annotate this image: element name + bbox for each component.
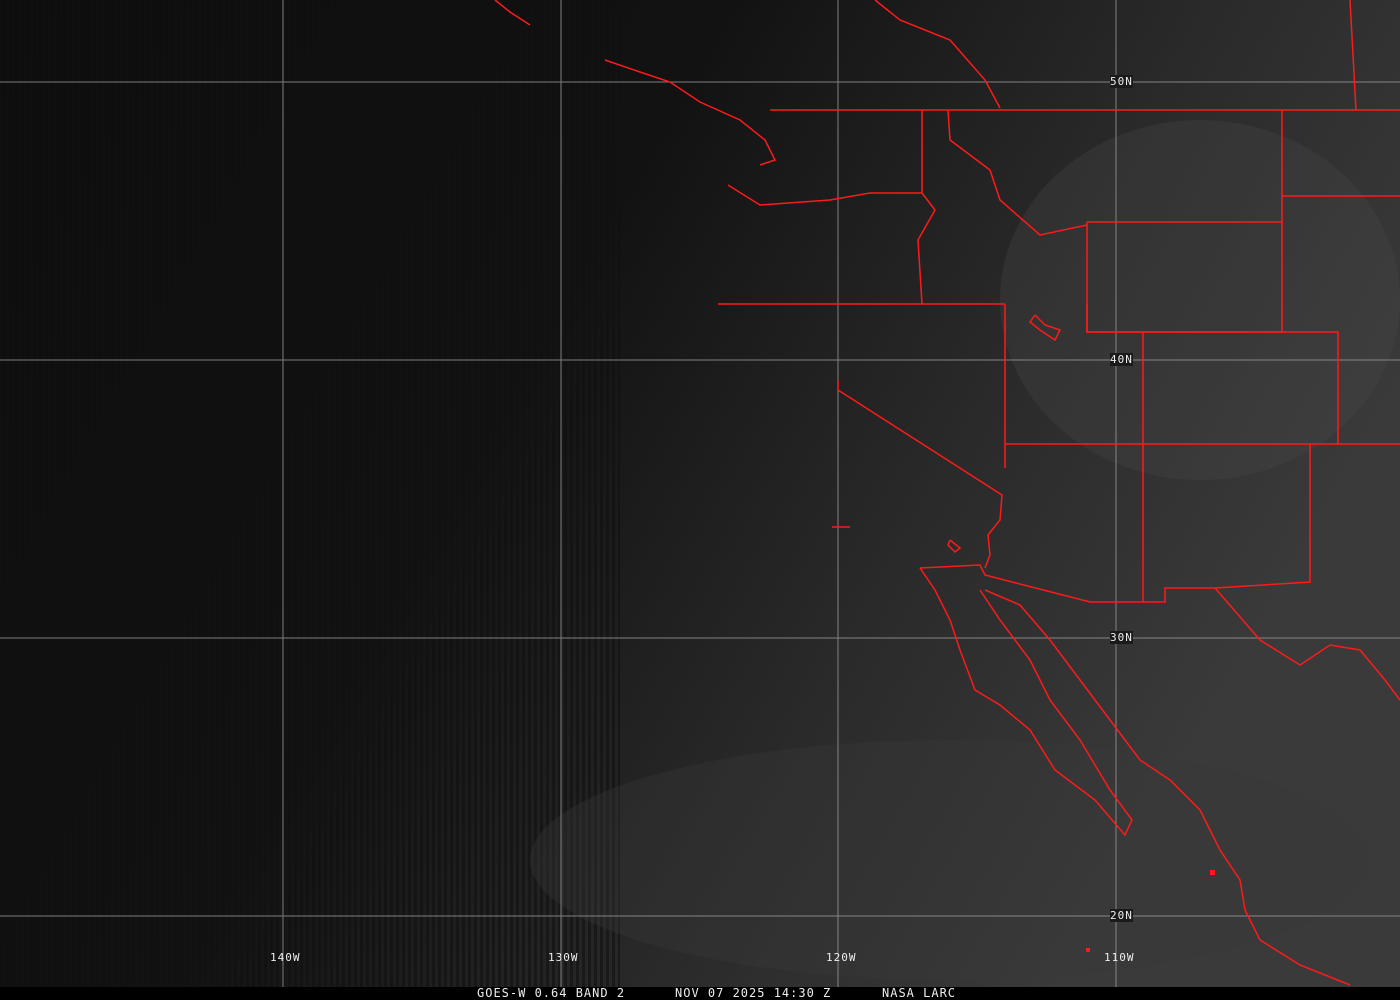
- caption-datetime: NOV 07 2025 14:30 Z: [675, 986, 832, 1000]
- lon-label-130w: 130W: [548, 951, 579, 964]
- caption-product: GOES-W 0.64 BAND 2: [477, 986, 626, 1000]
- caption-source: NASA LARC: [882, 986, 957, 1000]
- border-utah: [1086, 304, 1144, 602]
- lon-label-110w: 110W: [1104, 951, 1135, 964]
- coastline-baja: [919, 567, 1133, 837]
- political-borders: [494, 0, 1400, 986]
- lat-label-40n: 40N: [1110, 353, 1133, 366]
- lat-label-50n: 50N: [1110, 75, 1133, 88]
- coastline-pacific: [494, 0, 531, 26]
- great-salt-lake: [1028, 314, 1062, 342]
- border-wa-or: [727, 184, 922, 206]
- border-new-mexico-east: [1214, 444, 1311, 589]
- border-idaho-west: [917, 110, 936, 305]
- coastline-mexico: [984, 589, 1351, 986]
- cloud-field: [530, 740, 1370, 980]
- hotspot-marker: [1086, 948, 1090, 952]
- border-colorado: [1143, 331, 1339, 444]
- salton-sea: [947, 539, 962, 554]
- border-ca-nv: [837, 380, 1003, 569]
- lat-label-30n: 30N: [1110, 631, 1133, 644]
- border-idaho-montana: [947, 109, 1088, 236]
- lon-label-120w: 120W: [826, 951, 857, 964]
- border-canada-provinces: [1349, 0, 1357, 111]
- caption-bar: GOES-W 0.64 BAND 2 NOV 07 2025 14:30 Z N…: [0, 986, 1400, 1000]
- scan-line-texture: [0, 0, 620, 987]
- border-canada-west: [874, 0, 1001, 109]
- lon-label-140w: 140W: [270, 951, 301, 964]
- lat-label-20n: 20N: [1110, 909, 1133, 922]
- cloud-field: [1000, 120, 1400, 480]
- coastline-vancouver-island: [604, 59, 777, 166]
- hotspot-marker: [1210, 870, 1215, 875]
